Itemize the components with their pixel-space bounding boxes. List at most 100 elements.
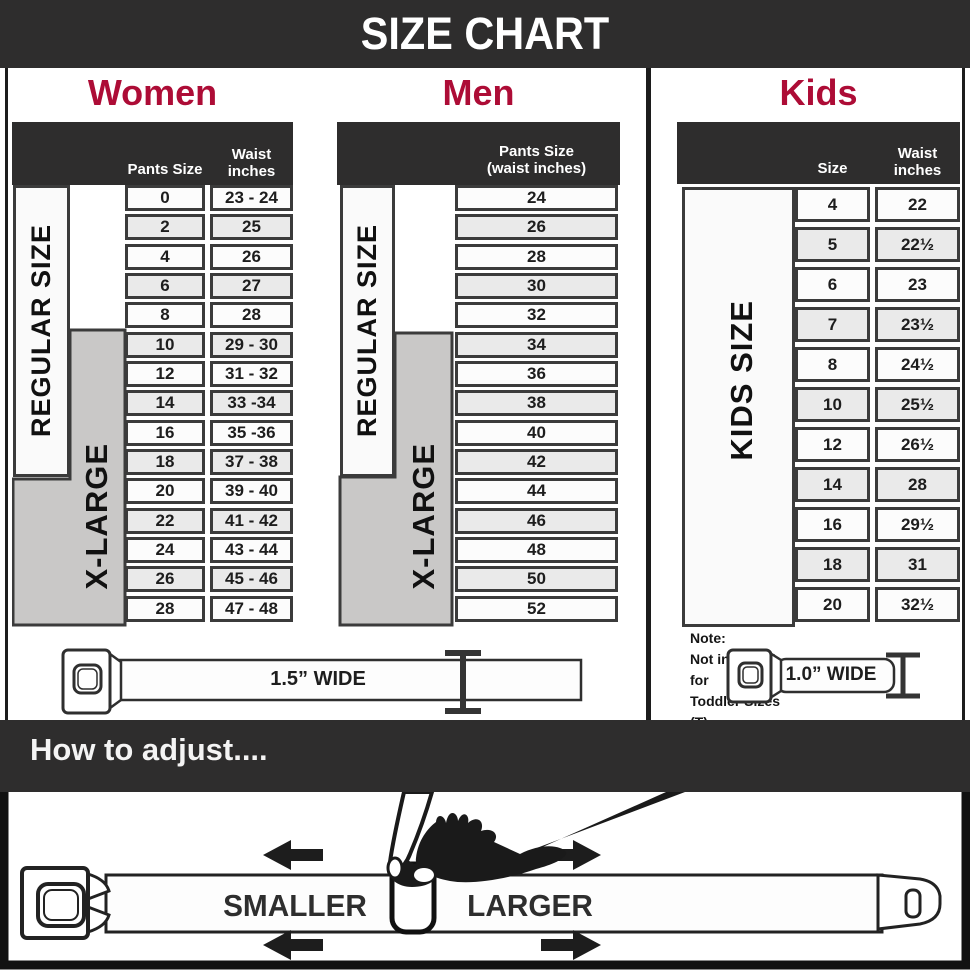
kids-width-marker-icon <box>886 652 920 699</box>
title-banner: SIZE CHART <box>0 0 970 68</box>
table-cell: 12 <box>125 361 205 387</box>
table-cell: 22 <box>125 508 205 534</box>
table-cell: 24 <box>125 537 205 563</box>
table-cell: 37 - 38 <box>210 449 293 475</box>
page-title: SIZE CHART <box>360 8 610 59</box>
table-cell: 31 <box>875 547 960 582</box>
table-cell: 10 <box>795 387 870 422</box>
adjust-band: How to adjust.... <box>0 720 970 792</box>
table-cell: 26 <box>210 244 293 270</box>
table-cell: 46 <box>455 508 618 534</box>
table-cell: 28 <box>875 467 960 502</box>
table-cell: 29 - 30 <box>210 332 293 358</box>
kids-rows: 4 22 5 22½ 6 23 7 23½ 8 24½ 10 25½ 12 26½ 14 28 16 29½ 18 3… <box>677 187 960 627</box>
table-cell: 29½ <box>875 507 960 542</box>
smaller-label: SMALLER <box>223 888 367 923</box>
frame-line-left <box>5 68 8 720</box>
table-cell: 4 <box>795 187 870 222</box>
adjust-belt-strap <box>104 873 884 934</box>
table-cell: 28 <box>455 244 618 270</box>
men-col-pants-size-header: Pants Size (waist inches) <box>486 143 587 177</box>
arrow-left-bottom-icon <box>263 930 323 960</box>
women-heading: Women <box>87 72 218 113</box>
table-cell: 31 - 32 <box>210 361 293 387</box>
table-cell: 20 <box>795 587 870 622</box>
women-col-waist-header: Waist inches <box>227 146 276 180</box>
table-cell: 32 <box>455 302 618 328</box>
table-cell: 32½ <box>875 587 960 622</box>
table-cell: 50 <box>455 566 618 592</box>
adult-width-marker-icon <box>445 650 481 714</box>
table-cell: 33 -34 <box>210 390 293 416</box>
table-cell: 18 <box>125 449 205 475</box>
table-cell: 0 <box>125 185 205 211</box>
table-cell: 43 - 44 <box>210 537 293 563</box>
table-cell: 18 <box>795 547 870 582</box>
arrow-right-top-icon <box>541 840 601 870</box>
table-cell: 2 <box>125 214 205 240</box>
table-cell: 34 <box>455 332 618 358</box>
adjust-heading: How to adjust.... <box>30 732 268 767</box>
table-cell: 23 - 24 <box>210 185 293 211</box>
kids-belt-width-label: 1.0” WIDE <box>785 664 877 685</box>
table-cell: 23 <box>875 267 960 302</box>
table-cell: 35 -36 <box>210 420 293 446</box>
table-cell: 26½ <box>875 427 960 462</box>
men-xlarge-shape <box>338 331 454 627</box>
table-cell: 12 <box>795 427 870 462</box>
table-cell: 39 - 40 <box>210 478 293 504</box>
table-cell: 8 <box>795 347 870 382</box>
men-heading: Men <box>442 72 515 113</box>
table-cell: 7 <box>795 307 870 342</box>
table-cell: 45 - 46 <box>210 566 293 592</box>
kids-col-waist-header: Waist inches <box>893 145 942 179</box>
table-cell: 48 <box>455 537 618 563</box>
table-cell: 22 <box>875 187 960 222</box>
table-cell: 40 <box>455 420 618 446</box>
adult-belt-illustration <box>61 648 583 715</box>
women-rows: 0 23 - 24 2 25 4 26 6 27 8 28 10 29 - 30 12 31 - 32 14… <box>12 185 293 625</box>
table-cell: 27 <box>210 273 293 299</box>
table-cell: 10 <box>125 332 205 358</box>
table-cell: 42 <box>455 449 618 475</box>
men-table-header: Pants Size (waist inches) <box>337 122 620 185</box>
belt-tip <box>876 873 942 931</box>
table-cell: 4 <box>125 244 205 270</box>
adjust-belt-buckle-icon <box>20 866 111 940</box>
table-cell: 25 <box>210 214 293 240</box>
adjust-illustration <box>0 792 970 970</box>
women-table-header: Pants Size Waist inches <box>12 122 293 185</box>
table-cell: 14 <box>795 467 870 502</box>
hand-icon <box>386 792 685 887</box>
kids-belt-illustration <box>726 648 920 704</box>
table-cell: 44 <box>455 478 618 504</box>
table-cell: 26 <box>455 214 618 240</box>
men-regular-size-box: REGULAR SIZE <box>340 185 395 477</box>
arrow-right-bottom-icon <box>541 930 601 960</box>
women-xlarge-shape <box>12 328 127 627</box>
table-cell: 6 <box>125 273 205 299</box>
kids-col-size-header: Size <box>817 160 848 177</box>
kids-size-table: Size Waist inches KIDS SIZE Note: Not in… <box>677 122 960 730</box>
table-cell: 28 <box>125 596 205 622</box>
table-cell: 5 <box>795 227 870 262</box>
men-xlarge-region <box>338 331 454 627</box>
table-cell: 20 <box>125 478 205 504</box>
women-size-table: Pants Size Waist inches REGULAR SIZE X-L… <box>12 122 293 627</box>
table-cell: 22½ <box>875 227 960 262</box>
table-cell: 41 - 42 <box>210 508 293 534</box>
table-cell: 14 <box>125 390 205 416</box>
larger-label: LARGER <box>467 888 593 923</box>
men-size-table: Pants Size (waist inches) REGULAR SIZE X… <box>337 122 620 627</box>
table-cell: 26 <box>125 566 205 592</box>
women-regular-size-box: REGULAR SIZE <box>13 185 70 477</box>
table-cell: 16 <box>795 507 870 542</box>
table-cell: 47 - 48 <box>210 596 293 622</box>
table-cell: 30 <box>455 273 618 299</box>
kids-size-box: KIDS SIZE Note: Not intended for Toddler… <box>682 187 795 730</box>
kids-table-header: Size Waist inches <box>677 122 960 184</box>
table-cell: 8 <box>125 302 205 328</box>
section-divider-line <box>646 68 651 720</box>
table-cell: 52 <box>455 596 618 622</box>
